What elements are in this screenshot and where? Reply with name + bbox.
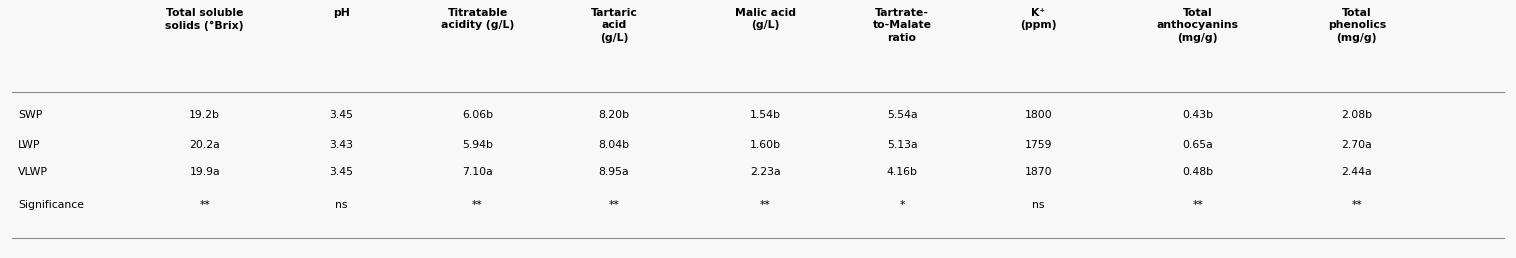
Text: ns: ns — [335, 200, 347, 210]
Text: 8.20b: 8.20b — [599, 110, 629, 120]
Text: LWP: LWP — [18, 140, 41, 150]
Text: **: ** — [1192, 200, 1204, 210]
Text: Titratable
acidity (g/L): Titratable acidity (g/L) — [441, 8, 514, 30]
Text: *: * — [899, 200, 905, 210]
Text: **: ** — [1351, 200, 1363, 210]
Text: 8.95a: 8.95a — [599, 167, 629, 177]
Text: 19.9a: 19.9a — [190, 167, 220, 177]
Text: 8.04b: 8.04b — [599, 140, 629, 150]
Text: 3.45: 3.45 — [329, 167, 353, 177]
Text: Tartrate-
to-Malate
ratio: Tartrate- to-Malate ratio — [873, 8, 931, 43]
Text: 2.08b: 2.08b — [1342, 110, 1372, 120]
Text: Total
phenolics
(mg/g): Total phenolics (mg/g) — [1328, 8, 1386, 43]
Text: 3.43: 3.43 — [329, 140, 353, 150]
Text: 1.60b: 1.60b — [750, 140, 781, 150]
Text: 1800: 1800 — [1025, 110, 1052, 120]
Text: K⁺
(ppm): K⁺ (ppm) — [1020, 8, 1057, 30]
Text: 0.43b: 0.43b — [1182, 110, 1213, 120]
Text: 1870: 1870 — [1025, 167, 1052, 177]
Text: ns: ns — [1032, 200, 1045, 210]
Text: Malic acid
(g/L): Malic acid (g/L) — [735, 8, 796, 30]
Text: 19.2b: 19.2b — [190, 110, 220, 120]
Text: Tartaric
acid
(g/L): Tartaric acid (g/L) — [591, 8, 637, 43]
Text: **: ** — [608, 200, 620, 210]
Text: VLWP: VLWP — [18, 167, 49, 177]
Text: 2.44a: 2.44a — [1342, 167, 1372, 177]
Text: SWP: SWP — [18, 110, 42, 120]
Text: 2.70a: 2.70a — [1342, 140, 1372, 150]
Text: **: ** — [471, 200, 484, 210]
Text: Total
anthocyanins
(mg/g): Total anthocyanins (mg/g) — [1157, 8, 1239, 43]
Text: 5.54a: 5.54a — [887, 110, 917, 120]
Text: 1.54b: 1.54b — [750, 110, 781, 120]
Text: **: ** — [760, 200, 772, 210]
Text: 6.06b: 6.06b — [462, 110, 493, 120]
Text: 4.16b: 4.16b — [887, 167, 917, 177]
Text: Significance: Significance — [18, 200, 85, 210]
Text: 7.10a: 7.10a — [462, 167, 493, 177]
Text: 0.48b: 0.48b — [1182, 167, 1213, 177]
Text: 20.2a: 20.2a — [190, 140, 220, 150]
Text: pH: pH — [332, 8, 350, 18]
Text: Total soluble
solids (°Brix): Total soluble solids (°Brix) — [165, 8, 244, 30]
Text: 5.13a: 5.13a — [887, 140, 917, 150]
Text: 5.94b: 5.94b — [462, 140, 493, 150]
Text: **: ** — [199, 200, 211, 210]
Text: 3.45: 3.45 — [329, 110, 353, 120]
Text: 1759: 1759 — [1025, 140, 1052, 150]
Text: 0.65a: 0.65a — [1182, 140, 1213, 150]
Text: 2.23a: 2.23a — [750, 167, 781, 177]
